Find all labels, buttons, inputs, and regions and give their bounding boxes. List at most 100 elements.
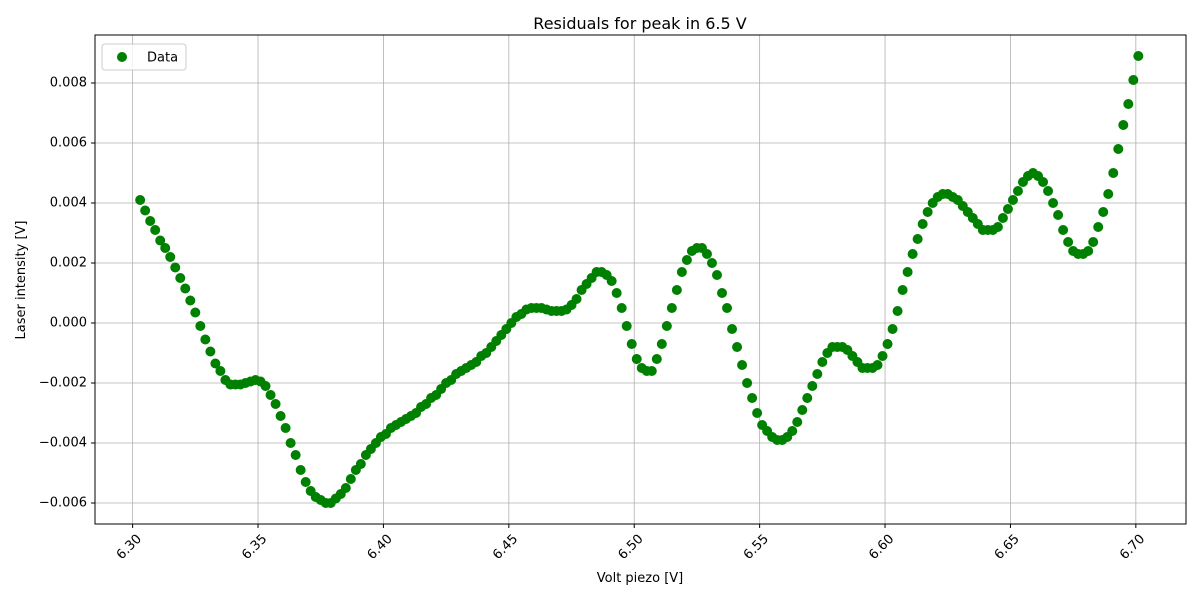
y-tick-label: 0.008	[50, 76, 87, 91]
data-point	[922, 207, 933, 217]
data-point	[611, 288, 622, 298]
data-point	[1123, 99, 1134, 109]
data-point	[912, 234, 923, 244]
data-point	[606, 276, 617, 286]
data-point	[200, 334, 211, 345]
data-point	[877, 351, 888, 361]
data-point	[1048, 198, 1059, 208]
legend-box	[101, 43, 187, 71]
x-axis-label: Volt piezo [V]	[597, 571, 684, 586]
data-point	[1058, 225, 1069, 235]
data-point	[1083, 246, 1094, 256]
data-point	[1053, 210, 1064, 220]
data-point	[180, 283, 191, 294]
data-point	[992, 222, 1003, 232]
data-point	[807, 381, 818, 391]
data-point	[787, 426, 798, 436]
data-point	[1098, 207, 1109, 217]
data-point	[260, 381, 271, 391]
data-point	[902, 267, 913, 277]
data-point	[1093, 222, 1104, 232]
data-point	[706, 258, 717, 268]
plot-frame	[94, 34, 1187, 525]
data-point	[917, 219, 928, 229]
data-point	[1128, 75, 1139, 85]
data-point	[1108, 168, 1119, 178]
data-point	[802, 393, 813, 403]
legend-label: Data	[147, 51, 178, 66]
data-point	[646, 366, 657, 376]
data-point	[155, 235, 166, 246]
data-point	[656, 339, 667, 349]
data-point	[205, 346, 216, 357]
data-point	[701, 249, 712, 259]
data-point	[752, 408, 763, 418]
data-points	[135, 51, 1144, 508]
data-point	[797, 405, 808, 415]
data-point	[275, 411, 286, 421]
legend-marker	[117, 52, 127, 62]
data-point	[1118, 120, 1129, 130]
y-tick-label: 0.000	[50, 316, 87, 331]
data-point	[160, 243, 171, 253]
data-point	[150, 225, 161, 235]
data-point	[285, 438, 296, 448]
data-point	[1002, 204, 1013, 214]
data-point	[1038, 177, 1049, 187]
data-point	[661, 321, 672, 331]
data-point	[185, 295, 196, 306]
data-point	[345, 474, 356, 484]
legend: Data	[101, 43, 187, 71]
data-point	[887, 324, 898, 334]
data-point	[295, 465, 306, 475]
data-point	[170, 262, 181, 273]
y-axis-ticks: −0.006 −0.004 −0.002 0.000 0.002 0.004 0.006 0.…	[39, 76, 95, 511]
y-tick-label: −0.004	[39, 436, 87, 451]
y-tick-label: 0.004	[50, 196, 87, 211]
data-point	[651, 354, 662, 364]
data-point	[175, 273, 186, 283]
data-point	[215, 366, 226, 376]
y-axis-label: Laser intensity [V]	[14, 221, 29, 340]
data-point	[355, 459, 366, 469]
data-point	[300, 477, 311, 487]
data-point	[140, 205, 151, 216]
data-point	[135, 195, 146, 205]
data-point	[681, 255, 692, 265]
data-point	[722, 303, 733, 313]
grid-lines	[95, 35, 1186, 524]
data-point	[631, 354, 642, 364]
data-point	[997, 213, 1008, 223]
data-point	[666, 303, 677, 313]
data-point	[1043, 186, 1054, 196]
data-point	[1113, 144, 1124, 154]
data-point	[792, 417, 803, 427]
data-point	[265, 390, 276, 400]
data-point	[195, 321, 206, 331]
y-tick-label: −0.006	[39, 496, 87, 511]
y-tick-label: −0.002	[39, 376, 87, 391]
data-point	[290, 450, 301, 460]
data-point	[626, 339, 637, 349]
data-point	[671, 285, 682, 295]
y-tick-label: 0.002	[50, 256, 87, 271]
data-point	[872, 360, 883, 370]
data-point	[1063, 237, 1074, 247]
data-point	[817, 357, 828, 367]
data-point	[340, 483, 351, 493]
data-point	[280, 423, 291, 433]
data-point	[165, 252, 176, 262]
data-point	[892, 306, 903, 316]
data-point	[190, 307, 201, 318]
data-point	[732, 342, 743, 352]
data-point	[616, 303, 627, 313]
data-point	[747, 393, 758, 403]
data-point	[727, 324, 738, 334]
data-point	[882, 339, 893, 349]
data-point	[1103, 189, 1114, 199]
data-point	[1012, 186, 1023, 196]
data-point	[711, 270, 722, 280]
data-point	[210, 358, 221, 369]
